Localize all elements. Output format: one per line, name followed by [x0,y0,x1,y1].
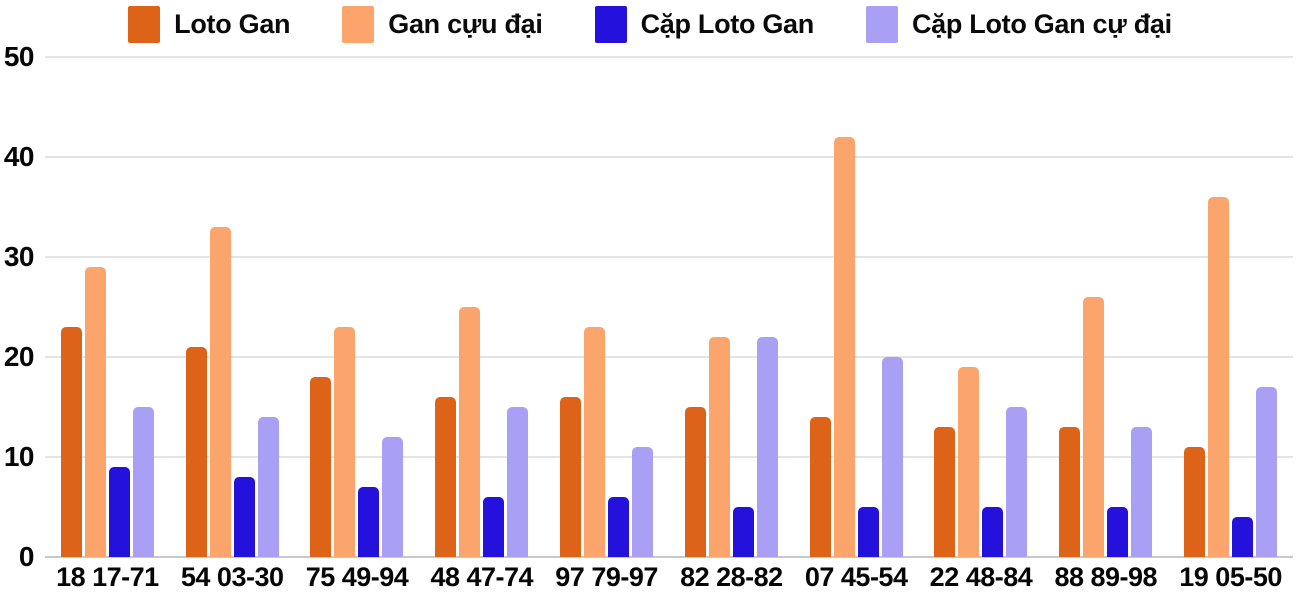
bar-series1-cat9 [1208,197,1230,557]
legend-swatch-icon [128,6,161,43]
bar-series3-cat4 [632,447,654,557]
bar-series1-cat2 [334,327,356,557]
bar-series3-cat6 [881,357,903,557]
y-tick-label: 30 [3,241,35,272]
bar-series2-cat4 [608,497,630,557]
x-category-label: 75 49-94 [305,562,409,592]
legend-swatch-icon [865,6,898,43]
gridline [45,56,1293,58]
y-tick-label: 0 [18,541,35,572]
bar-series2-cat3 [483,497,505,557]
legend-label: Gan cựu đại [388,9,543,39]
bar-series3-cat3 [507,407,529,557]
bar-series1-cat5 [708,337,730,557]
y-tick-label: 20 [3,341,35,372]
x-category-label: 97 79-97 [555,562,658,592]
bar-series0-cat2 [310,377,332,557]
bar-series1-cat3 [459,307,481,557]
legend-label: Cặp Loto Gan cự đại [911,9,1172,39]
bar-series0-cat5 [684,407,706,557]
bar-series2-cat8 [1107,507,1129,557]
legend-item-3[interactable]: Cặp Loto Gan cự đại [865,6,1172,43]
bar-series3-cat5 [756,337,778,557]
bar-series3-cat8 [1131,427,1153,557]
y-axis-labels: 0 10 20 30 40 50 [0,0,35,600]
bar-series2-cat6 [857,507,879,557]
bar-series0-cat7 [934,427,956,557]
x-category-label: 22 48-84 [929,562,1033,592]
bar-series3-cat0 [132,407,154,557]
legend-swatch-icon [594,6,627,43]
legend-item-0[interactable]: Loto Gan [128,6,291,43]
legend-item-2[interactable]: Cặp Loto Gan [594,6,815,43]
bar-series0-cat8 [1059,427,1081,557]
gridline [45,156,1293,158]
bar-series2-cat2 [358,487,380,557]
bar-series3-cat7 [1006,407,1028,557]
bar-group-1 [170,57,295,557]
bar-series1-cat4 [584,327,606,557]
x-category-label: 48 47-74 [430,562,534,592]
legend-item-1[interactable]: Gan cựu đại [342,6,543,43]
y-tick-label: 10 [3,441,35,472]
x-category-label: 07 45-54 [804,562,908,592]
x-category-label: 54 03-30 [180,562,284,592]
bar-series2-cat7 [982,507,1004,557]
bar-group-2 [295,57,420,557]
bar-series2-cat9 [1232,517,1254,557]
bar-series0-cat6 [809,417,831,557]
legend-label: Loto Gan [174,9,291,39]
x-category-label: 82 28-82 [680,562,783,592]
y-tick-label: 50 [3,41,35,72]
bar-series1-cat8 [1083,297,1105,557]
bar-group-4 [544,57,669,557]
bar-series3-cat9 [1256,387,1278,557]
bar-series2-cat0 [108,467,130,557]
bar-group-5 [669,57,794,557]
x-category-label: 19 05-50 [1179,562,1282,592]
bar-series2-cat1 [233,477,255,557]
bar-group-7 [919,57,1044,557]
bar-series2-cat5 [732,507,754,557]
x-category-label: 88 89-98 [1054,562,1158,592]
legend-swatch-icon [342,6,375,43]
bar-series0-cat9 [1184,447,1206,557]
bar-series0-cat0 [60,327,82,557]
bar-series3-cat1 [257,417,279,557]
legend-label: Cặp Loto Gan [640,9,815,39]
bar-series1-cat0 [84,267,106,557]
chart-legend: Loto Gan Gan cựu đại Cặp Loto Gan Cặp Loto … [0,6,1300,43]
bar-group-6 [794,57,919,557]
gridline [45,256,1293,258]
x-axis-labels: 18 17-71 54 03-30 75 49-94 48 47-74 97 79-97… [45,562,1293,593]
bar-series3-cat2 [382,437,404,557]
x-category-label: 18 17-71 [56,562,159,592]
plot-area [45,56,1293,558]
y-tick-label: 40 [3,141,35,172]
bar-group-3 [419,57,544,557]
gridline [45,356,1293,358]
bar-series0-cat3 [435,397,457,557]
bar-series1-cat1 [209,227,231,557]
bar-group-9 [1168,57,1293,557]
bar-group-0 [45,57,170,557]
gridline [45,456,1293,458]
bar-series1-cat6 [833,137,855,557]
bar-series0-cat4 [560,397,582,557]
bar-group-8 [1043,57,1168,557]
bar-series0-cat1 [185,347,207,557]
x-axis-baseline [45,556,1293,558]
bar-groups [45,57,1293,557]
bar-series1-cat7 [958,367,980,557]
